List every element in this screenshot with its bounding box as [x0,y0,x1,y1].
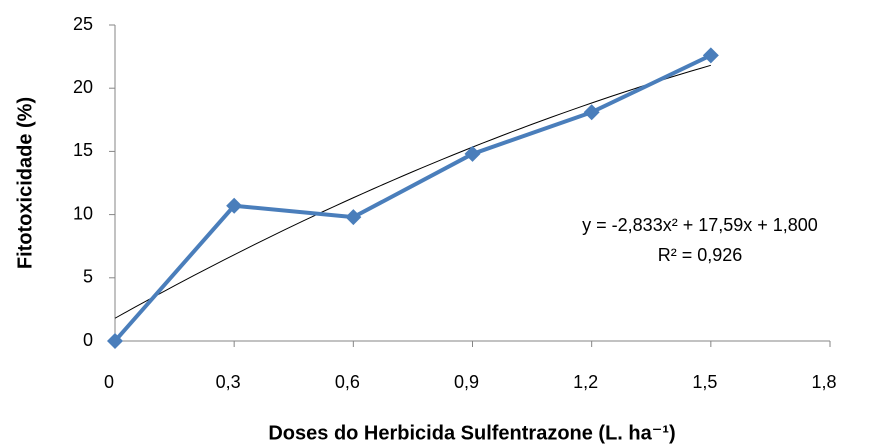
x-tick-label: 1,2 [573,372,598,392]
x-tick-label: 0,9 [454,372,479,392]
data-point [107,333,123,349]
data-point [345,209,362,226]
x-tick-label: 0,3 [216,372,241,392]
x-tick-label: 1,5 [692,372,717,392]
data-point [583,104,600,121]
y-tick-label: 15 [73,140,93,160]
x-axis-title: Doses do Herbicida Sulfentrazone (L. ha⁻… [268,422,675,444]
x-tick-label: 0,6 [335,372,360,392]
data-point [464,145,481,162]
trend-equation: y = -2,833x² + 17,59x + 1,800 [582,215,818,235]
x-tick-label: 1,8 [811,372,836,392]
y-tick-label: 10 [73,203,93,223]
data-point [702,47,719,64]
trendline [114,64,711,319]
x-tick-label: 0 [104,372,114,392]
y-axis-title: Fitotoxicidade (%) [14,97,36,269]
series-line [113,53,712,343]
y-tick-label: 0 [83,330,93,350]
data-point [226,197,243,214]
trend-r2: R² = 0,926 [658,245,743,265]
y-tick-label: 25 [73,14,93,34]
y-tick-label: 5 [83,267,93,287]
y-tick-label: 20 [73,77,93,97]
